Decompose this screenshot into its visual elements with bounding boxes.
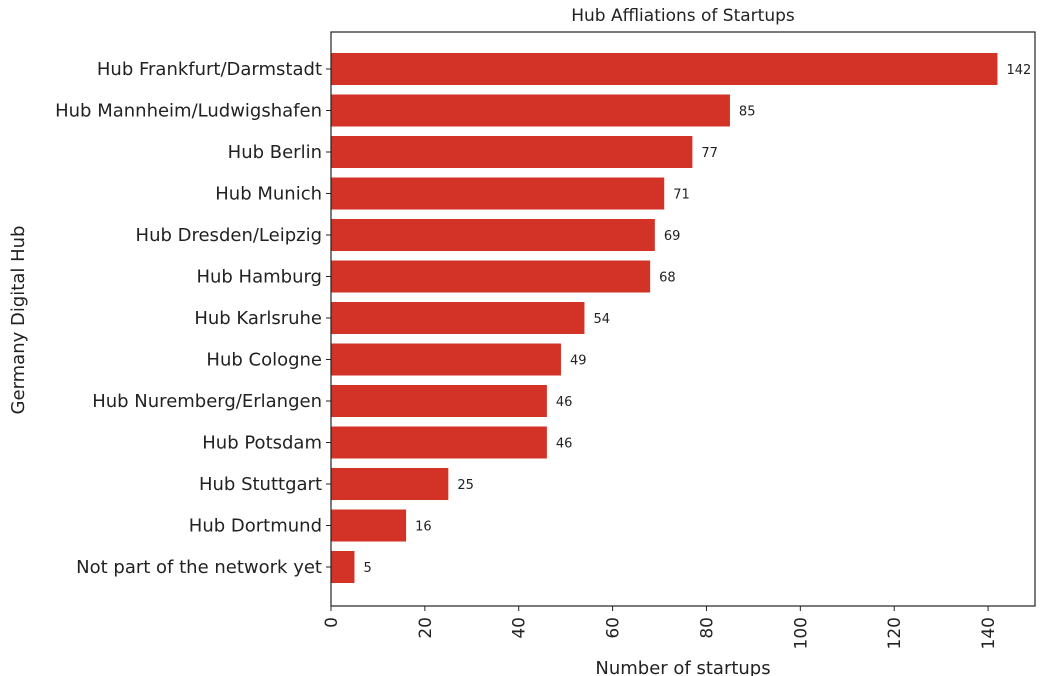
bar: [331, 94, 730, 127]
category-label: Hub Berlin: [228, 142, 322, 163]
bar: [331, 385, 547, 417]
bar: [331, 177, 665, 210]
category-label: Hub Cologne: [206, 350, 322, 371]
data-label: 25: [457, 478, 474, 493]
category-label: Hub Hamburg: [196, 267, 322, 288]
x-tick-label: 20: [416, 617, 436, 639]
y-axis-title: Germany Digital Hub: [8, 226, 29, 415]
data-label: 142: [1006, 63, 1031, 78]
x-tick-label: 40: [510, 617, 530, 639]
bar: [331, 343, 561, 376]
data-label: 68: [659, 271, 676, 286]
chart-title: Hub Affliations of Startups: [571, 6, 795, 26]
chart-marks: 142 Hub Frankfurt/Darmstadt 85 Hub Mannheim…: [55, 53, 1031, 649]
bar: [331, 219, 655, 251]
data-label: 5: [363, 561, 371, 576]
category-label: Not part of the network yet: [76, 557, 322, 578]
category-label: Hub Stuttgart: [199, 474, 322, 495]
bar: [331, 551, 355, 583]
category-label: Hub Mannheim/Ludwigshafen: [55, 101, 322, 122]
data-label: 69: [664, 229, 681, 244]
category-label: Hub Nuremberg/Erlangen: [92, 391, 322, 412]
category-label: Hub Potsdam: [202, 433, 322, 454]
bar: [331, 302, 585, 334]
x-tick-label: 140: [979, 617, 999, 649]
data-label: 49: [570, 354, 587, 369]
x-tick-label: 60: [604, 617, 624, 639]
data-label: 71: [673, 188, 690, 203]
category-label: Hub Karlsruhe: [194, 308, 322, 329]
data-label: 46: [556, 395, 573, 410]
data-label: 77: [701, 146, 718, 161]
x-tick-label: 0: [322, 617, 342, 628]
data-label: 85: [739, 105, 756, 120]
data-label: 54: [593, 312, 610, 327]
bar: [331, 53, 998, 85]
x-axis-title: Number of startups: [595, 658, 770, 676]
data-label: 16: [415, 520, 432, 535]
bar: [331, 260, 651, 293]
category-label: Hub Dortmund: [189, 516, 322, 537]
x-tick-label: 120: [885, 617, 905, 649]
plot-frame: [330, 31, 1036, 607]
bar: [331, 509, 407, 542]
bar: [331, 426, 547, 459]
category-label: Hub Dresden/Leipzig: [136, 225, 322, 246]
category-label: Hub Frankfurt/Darmstadt: [97, 59, 322, 80]
x-tick-label: 100: [791, 617, 811, 649]
x-tick-label: 80: [697, 617, 717, 639]
data-label: 46: [556, 437, 573, 452]
bar: [331, 136, 693, 168]
bar: [331, 468, 449, 500]
category-label: Hub Munich: [215, 184, 322, 205]
